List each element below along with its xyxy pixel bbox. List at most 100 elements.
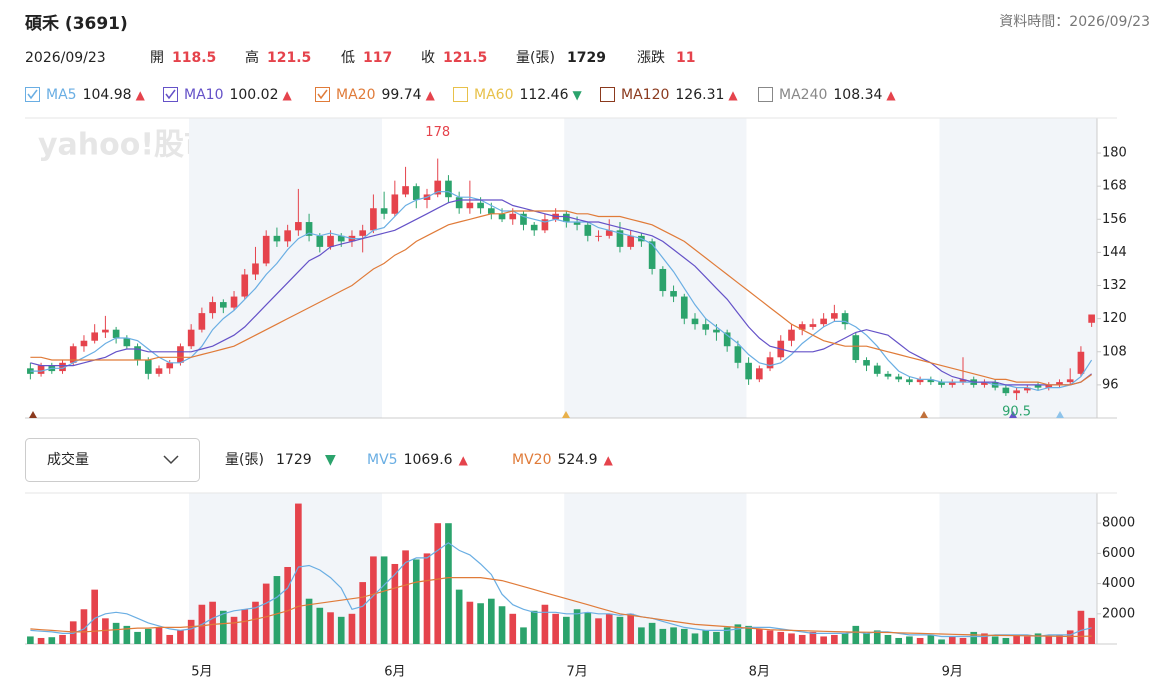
low-annotation: 90.5: [1002, 405, 1031, 420]
volume-bar: [466, 601, 474, 644]
indicator-dropdown[interactable]: [25, 438, 200, 482]
candle-body: [284, 230, 291, 242]
volume-bar: [134, 631, 141, 644]
candle-body: [895, 376, 903, 380]
volume-bar: [412, 559, 420, 644]
candle-body: [295, 222, 302, 231]
volume-bar: [1002, 637, 1010, 644]
volume-bar: [273, 576, 281, 644]
volume-bar: [595, 618, 602, 644]
vol-arrow: ▼: [325, 452, 336, 468]
volume-bar: [798, 634, 806, 644]
mv-value: 524.9: [557, 452, 597, 468]
candle-body: [391, 194, 399, 214]
candle-body: [123, 337, 131, 347]
y-tick-label: 132: [1102, 278, 1127, 293]
candle-body: [584, 224, 592, 236]
candle-body: [530, 224, 538, 231]
candle-body: [305, 222, 313, 236]
low-label: 低: [341, 50, 355, 66]
volume-bar: [177, 630, 184, 644]
legend-name: MA10: [184, 87, 223, 103]
candle-body: [659, 268, 667, 292]
candle-body: [1077, 351, 1085, 374]
volume-bar: [434, 523, 442, 644]
legend-value: 108.34: [833, 87, 882, 103]
open-value: 118.5: [172, 50, 216, 66]
open-label: 開: [150, 50, 164, 66]
legend-name: MA240: [779, 87, 827, 103]
month-shade: [939, 118, 1097, 418]
volume-bar: [445, 523, 452, 644]
volume-bar: [144, 628, 152, 644]
candle-body: [906, 379, 913, 383]
candle-body: [402, 186, 409, 195]
change-value: 11: [676, 50, 695, 66]
legend-checkbox[interactable]: [600, 87, 615, 102]
mv-legend: MV20 524.9 ▲: [512, 452, 614, 468]
candle-body: [241, 274, 249, 297]
month-shade: [939, 493, 1097, 644]
legend-name: MA60: [474, 87, 513, 103]
volume-bar: [1088, 617, 1095, 644]
candle-body: [273, 235, 281, 242]
candle-body: [755, 368, 763, 380]
volume-bar: [27, 636, 34, 644]
candle-body: [863, 360, 870, 366]
high-annotation: 178: [425, 125, 450, 140]
mv-line: [30, 542, 1092, 638]
volume-bar: [991, 636, 999, 644]
x-tick-label: 9月: [942, 665, 963, 680]
candle-body: [873, 365, 881, 374]
volume-bar: [927, 634, 935, 644]
candle-body: [691, 318, 699, 325]
volume-bar: [884, 634, 892, 644]
volume-bar: [487, 598, 495, 644]
candle-body: [820, 318, 827, 325]
volume-bar: [981, 633, 988, 644]
candle-body: [723, 332, 731, 347]
volume-bar: [498, 606, 506, 644]
volume-bar: [359, 582, 367, 644]
candle-body: [1056, 382, 1063, 385]
legend-arrow: ▲: [282, 88, 292, 102]
legend-arrow: ▲: [136, 88, 146, 102]
legend-checkbox[interactable]: [758, 87, 773, 102]
ma-line: [30, 210, 1092, 386]
signal-marker: [1009, 411, 1017, 418]
x-tick-label: 5月: [191, 665, 212, 680]
candle-body: [841, 313, 849, 325]
volume-bar: [938, 639, 945, 644]
volume-bar: [970, 631, 978, 644]
candle-body: [616, 230, 624, 247]
legend-checkbox[interactable]: [453, 87, 468, 102]
volume-bar: [241, 609, 249, 644]
volume-bar: [1034, 633, 1042, 644]
volume-bar: [552, 613, 559, 644]
volume-bar: [155, 627, 163, 644]
volume-bar: [337, 616, 345, 644]
volume-bar: [788, 633, 795, 644]
low-value: 117: [363, 50, 392, 66]
signal-marker: [29, 411, 37, 418]
legend-name: MA5: [46, 87, 77, 103]
candle-body: [595, 235, 602, 237]
candle-body: [91, 332, 99, 341]
legend-value: 126.31: [675, 87, 724, 103]
volume-bar: [584, 612, 592, 644]
candle-body: [648, 241, 656, 269]
volume-bar: [477, 603, 484, 644]
legend-entry: MA20 99.74 ▲: [336, 87, 436, 103]
candle-body: [1002, 387, 1010, 394]
volume-bar: [563, 616, 570, 644]
candle-body: [102, 329, 109, 333]
candle-body: [680, 296, 688, 319]
vol-tick-label: 6000: [1102, 546, 1135, 561]
volume-bar: [509, 613, 517, 644]
volume-bar: [402, 550, 409, 644]
signal-marker: [562, 411, 570, 418]
candle-body: [69, 346, 77, 363]
y-tick-label: 120: [1102, 311, 1127, 326]
volume-bar: [916, 637, 924, 644]
candle-body: [1088, 314, 1095, 323]
